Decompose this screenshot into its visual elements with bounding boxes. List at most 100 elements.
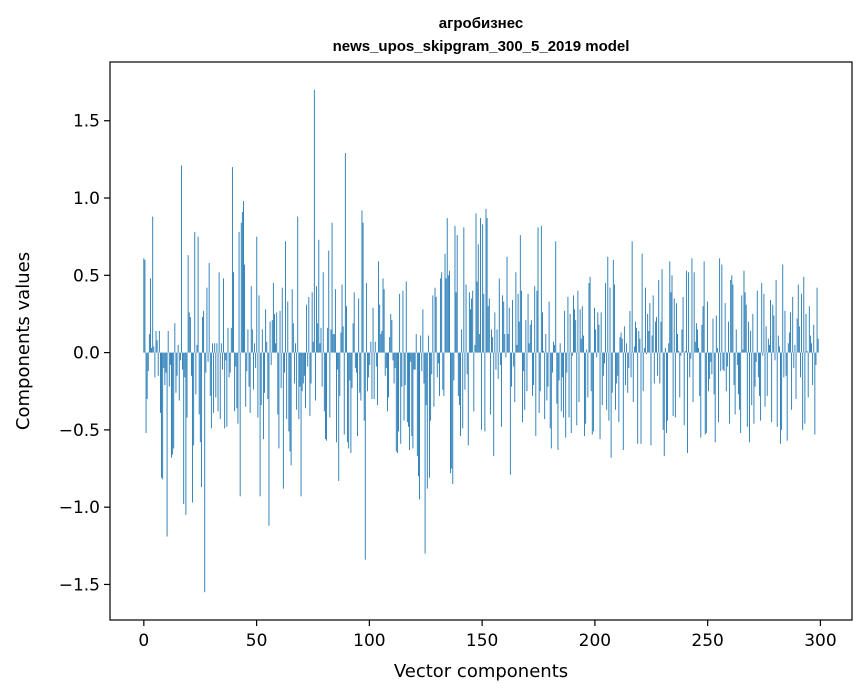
bar xyxy=(274,313,275,353)
bar xyxy=(803,276,805,353)
bar xyxy=(522,352,523,423)
bar xyxy=(234,352,236,412)
bar xyxy=(233,272,234,353)
bar xyxy=(574,309,576,353)
bar xyxy=(605,283,607,353)
chart-subtitle: news_upos_skipgram_300_5_2019 model xyxy=(333,38,630,55)
bar xyxy=(461,329,463,353)
bar xyxy=(600,312,602,353)
bar xyxy=(223,278,224,353)
bar xyxy=(735,329,737,353)
bar xyxy=(675,303,677,353)
bar xyxy=(729,352,731,424)
bar xyxy=(483,293,485,353)
bar xyxy=(644,287,646,353)
bar xyxy=(699,352,701,396)
bar xyxy=(346,306,347,353)
bar xyxy=(542,312,543,353)
bar xyxy=(441,272,443,353)
bar xyxy=(646,352,647,355)
bar xyxy=(601,352,603,406)
bar xyxy=(524,352,526,410)
bar xyxy=(371,352,373,399)
bar xyxy=(444,253,446,353)
bar xyxy=(272,283,274,353)
bar xyxy=(148,334,150,353)
bar xyxy=(576,352,578,426)
bar xyxy=(754,352,756,387)
bar xyxy=(592,352,594,432)
bar xyxy=(611,352,613,393)
bar xyxy=(396,352,398,454)
bar xyxy=(544,352,546,420)
bar xyxy=(591,352,593,435)
bar xyxy=(259,352,261,497)
bar xyxy=(161,352,162,478)
bar xyxy=(176,352,178,376)
bar xyxy=(578,352,580,403)
bar xyxy=(749,352,750,443)
bar xyxy=(494,312,496,353)
bar xyxy=(378,261,380,353)
bar xyxy=(240,222,242,353)
bar xyxy=(590,352,592,392)
bar xyxy=(358,298,360,353)
y-axis-ticks: −1.5 −1.0 −0.5 0.0 0.5 1.0 1.5 xyxy=(59,112,110,595)
bar xyxy=(580,338,582,353)
bar xyxy=(359,352,361,393)
bar xyxy=(573,295,574,353)
bar xyxy=(408,352,409,427)
bar xyxy=(687,352,688,454)
bar xyxy=(392,352,394,361)
bar xyxy=(442,352,444,390)
bar xyxy=(558,352,560,381)
bar xyxy=(642,352,644,392)
bar xyxy=(186,352,188,418)
bar xyxy=(388,352,389,398)
bar xyxy=(565,352,567,438)
bar xyxy=(423,352,425,384)
bar xyxy=(516,344,518,353)
bar xyxy=(711,352,713,375)
bar xyxy=(256,236,258,353)
bar xyxy=(617,352,619,376)
bar xyxy=(269,321,271,353)
bar xyxy=(276,312,278,353)
bar xyxy=(416,352,418,457)
bar xyxy=(238,232,240,353)
bar xyxy=(239,352,241,497)
bar xyxy=(319,343,321,353)
bar xyxy=(261,329,263,353)
bar xyxy=(308,296,310,353)
bar xyxy=(682,296,684,353)
bar xyxy=(465,284,467,353)
bar xyxy=(192,352,193,503)
bar xyxy=(813,324,815,353)
bar xyxy=(719,258,721,353)
bar xyxy=(511,352,512,387)
bar xyxy=(740,352,742,433)
bar xyxy=(179,352,181,361)
bar xyxy=(425,352,427,406)
bar xyxy=(364,352,366,560)
bar xyxy=(434,287,436,353)
bar xyxy=(177,344,179,353)
y-tick-label: −0.5 xyxy=(59,421,100,441)
bar xyxy=(513,352,515,367)
bar xyxy=(769,344,770,353)
bar xyxy=(694,341,696,353)
bar xyxy=(413,352,415,370)
bar xyxy=(653,352,655,384)
bar xyxy=(543,351,545,353)
bar xyxy=(323,352,325,412)
bar xyxy=(196,344,198,353)
bar xyxy=(743,270,745,353)
bar xyxy=(560,352,562,412)
bar xyxy=(487,306,489,353)
bar xyxy=(707,301,708,353)
y-tick-label: −1.5 xyxy=(59,575,100,595)
bar xyxy=(460,352,461,437)
bar xyxy=(670,292,672,353)
bar xyxy=(730,279,732,353)
bar xyxy=(705,352,707,433)
